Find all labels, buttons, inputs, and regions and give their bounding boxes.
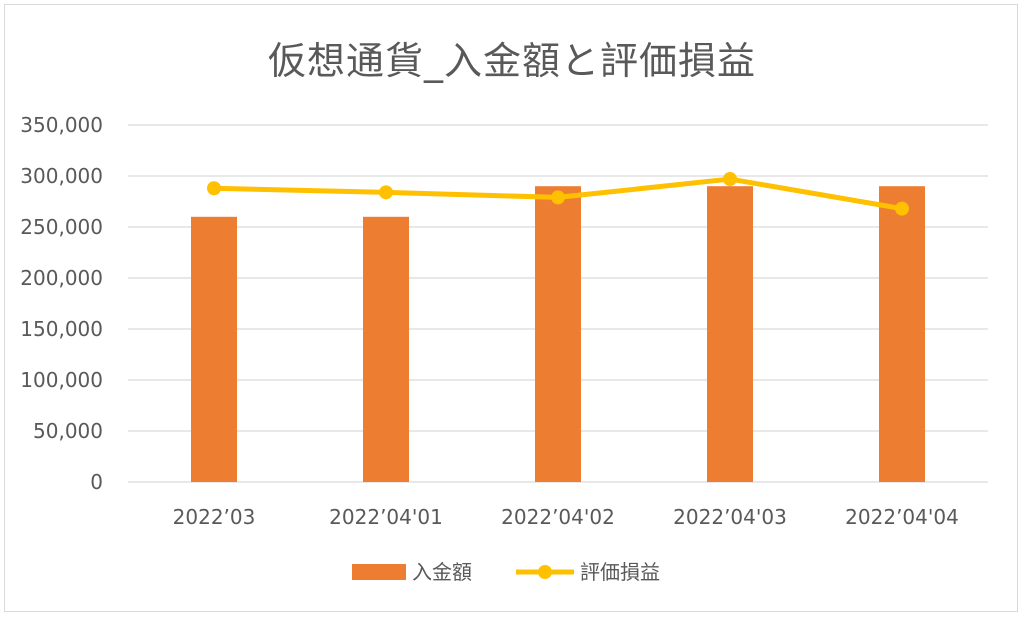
legend: 入金額 評価損益 — [352, 560, 660, 584]
bar-series — [191, 186, 925, 483]
chart-frame — [4, 4, 1018, 612]
y-axis-ticks: 0 50,000 100,000 150,000 200,000 250,000 300,0… — [20, 113, 103, 494]
chart-title: 仮想通貨_入金額と評価損益 — [267, 39, 756, 83]
y-tick-label: 0 — [90, 470, 103, 494]
y-tick-label: 350,000 — [20, 113, 103, 137]
line-point — [723, 172, 737, 187]
x-tick-label: 2022’04'04 — [845, 505, 959, 529]
legend-label: 入金額 — [412, 560, 472, 584]
line-series — [207, 172, 909, 216]
legend-line-marker — [538, 565, 552, 579]
legend-bar-swatch — [352, 564, 406, 580]
line-point — [207, 181, 221, 196]
line-point — [551, 190, 565, 205]
x-tick-label: 2022’04'02 — [501, 505, 615, 529]
y-tick-label: 100,000 — [20, 368, 103, 392]
y-tick-label: 300,000 — [20, 164, 103, 188]
line-point — [379, 185, 393, 200]
line-point — [895, 201, 909, 216]
y-tick-label: 50,000 — [33, 419, 103, 443]
x-tick-label: 2022’03 — [173, 505, 256, 529]
bar — [191, 216, 237, 483]
legend-label: 評価損益 — [580, 560, 660, 584]
x-axis-ticks: 2022’03 2022’04'01 2022’04'02 2022’04'03 202… — [173, 505, 959, 529]
y-tick-label: 250,000 — [20, 215, 103, 239]
bar — [363, 216, 409, 483]
x-tick-label: 2022’04'01 — [329, 505, 443, 529]
y-tick-label: 200,000 — [20, 266, 103, 290]
x-tick-label: 2022’04'03 — [673, 505, 787, 529]
bar — [535, 186, 581, 482]
bar — [707, 186, 753, 482]
bar — [879, 186, 925, 482]
y-tick-label: 150,000 — [20, 317, 103, 341]
